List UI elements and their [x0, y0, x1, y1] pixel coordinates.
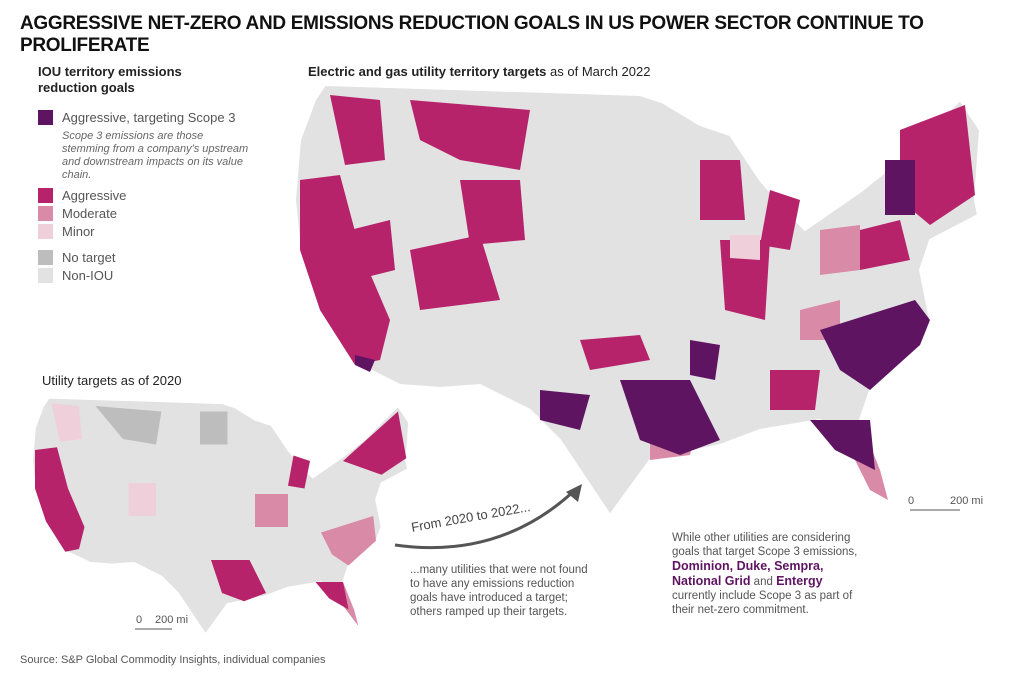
annotation-right: While other utilities are considering go… [672, 531, 872, 617]
scope3-regions [355, 160, 930, 470]
main-scale-zero: 0 [908, 495, 915, 507]
swatch [38, 110, 53, 125]
scope3-note: Scope 3 emissions are those stemming fro… [62, 130, 249, 181]
legend-label: Aggressive, targeting Scope 3 [62, 110, 236, 125]
legend-item-scope3: Aggressive, targeting Scope 3 [38, 110, 268, 128]
annotation-right-pre: While other utilities are considering go… [672, 532, 858, 558]
aggressive-regions [300, 95, 975, 410]
scope3-company-national-grid: National Grid [672, 574, 751, 588]
swatch [38, 268, 53, 283]
scope3-companies: Dominion, Duke, Sempra, [672, 559, 824, 573]
transition-arrow [394, 488, 577, 550]
small-map-2020 [31, 396, 410, 636]
swatch [38, 188, 53, 203]
main-map-title-rest: as of March 2022 [546, 64, 651, 79]
arrow-head-icon [566, 484, 582, 502]
annotation-right-post: currently include Scope 3 as part of the… [672, 590, 853, 616]
main-scale-label: 200 mi [950, 495, 984, 507]
legend-label: No target [62, 250, 116, 265]
minor-regions [730, 235, 760, 260]
annotation-left: ...many utilities that were not found to… [410, 564, 588, 618]
annotation-and: and [750, 576, 777, 588]
legend-item-non-iou: Non-IOU [38, 268, 268, 286]
legend: IOU territory emissions reduction goals … [38, 64, 268, 286]
legend-label: Non-IOU [62, 268, 114, 283]
scope3-company-entergy: Entergy [776, 574, 823, 588]
source-note: Source: S&P Global Commodity Insights, i… [20, 654, 326, 666]
swatch [38, 250, 53, 265]
swatch [38, 206, 53, 221]
small-map-title: Utility targets as of 2020 [42, 373, 182, 388]
main-map-title: Electric and gas utility territory targe… [308, 64, 650, 79]
swatch [38, 224, 53, 239]
legend-item-aggressive: Aggressive [38, 188, 268, 206]
small-scale-zero: 0 [136, 614, 143, 626]
legend-item-no-target: No target [38, 250, 268, 268]
main-map [294, 84, 981, 516]
legend-item-minor: Minor [38, 224, 268, 242]
legend-label: Aggressive [62, 188, 127, 203]
legend-label: Minor [62, 224, 95, 239]
main-map-title-bold: Electric and gas utility territory targe… [308, 64, 547, 79]
page-title: AGGRESSIVE NET-ZERO AND EMISSIONS REDUCT… [20, 13, 924, 56]
legend-label: Moderate [62, 206, 117, 221]
legend-item-moderate: Moderate [38, 206, 268, 224]
legend-title: IOU territory emissions reduction goals [38, 64, 182, 95]
small-scale-label: 200 mi [155, 614, 189, 626]
